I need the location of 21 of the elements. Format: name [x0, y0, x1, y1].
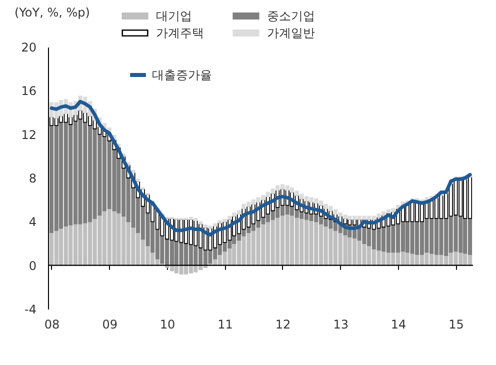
legend-label: 가계주택	[156, 26, 204, 40]
x-tick-label: 13	[333, 318, 348, 332]
x-tick-label: 09	[102, 318, 118, 332]
x-tick-label: 10	[160, 318, 176, 332]
x-tick-label: 15	[448, 318, 464, 332]
x-tick-label: 14	[390, 318, 406, 332]
x-tick-label: 12	[275, 318, 291, 332]
legend-label: 대기업	[156, 9, 192, 23]
x-tick-label: 08	[44, 318, 60, 332]
y-tick-label: -4	[24, 302, 36, 316]
legend-label: 대출증가율	[152, 68, 212, 82]
y-tick-label: 8	[28, 172, 36, 186]
y-axis-title: (YoY, %, %p)	[14, 6, 90, 20]
y-tick-label: 16	[21, 84, 36, 98]
y-tick-label: 0	[28, 258, 36, 273]
legend-label: 중소기업	[267, 9, 315, 23]
y-tick-label: 20	[21, 40, 36, 54]
x-tick-label: 11	[218, 318, 233, 332]
legend-label: 가계일반	[267, 26, 315, 40]
y-tick-label: 4	[28, 215, 36, 230]
y-tick-label: 12	[21, 128, 36, 142]
